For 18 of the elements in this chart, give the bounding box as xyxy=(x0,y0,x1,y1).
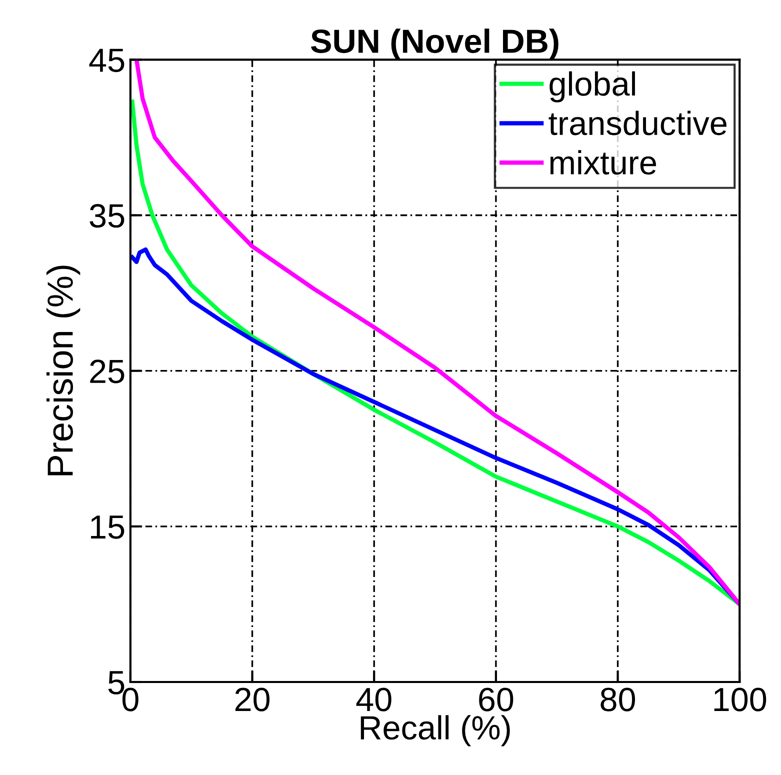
x-axis-title: Recall (%) xyxy=(360,715,510,746)
line-series xyxy=(130,247,740,606)
x-tick-label: 0 xyxy=(122,688,138,712)
x-tick-label: 60 xyxy=(479,688,514,712)
legend-label: mixture xyxy=(550,150,656,175)
legend-label: transductive xyxy=(548,110,726,136)
x-tick-label: 100 xyxy=(714,688,766,712)
legend-label: global xyxy=(550,71,635,102)
x-tick-label: 20 xyxy=(235,688,270,712)
y-tick-label: 35 xyxy=(90,204,124,228)
y-tick-label: 15 xyxy=(91,516,124,539)
y-tick-label: 45 xyxy=(89,48,124,72)
y-axis-title: Precision (%) xyxy=(46,266,80,476)
y-tick-label: 25 xyxy=(90,360,124,384)
chart-title: SUN (Novel DB) xyxy=(310,28,558,60)
x-tick-label: 40 xyxy=(356,688,392,712)
x-tick-label: 80 xyxy=(600,688,636,712)
y-tick-label: 5 xyxy=(108,671,124,694)
